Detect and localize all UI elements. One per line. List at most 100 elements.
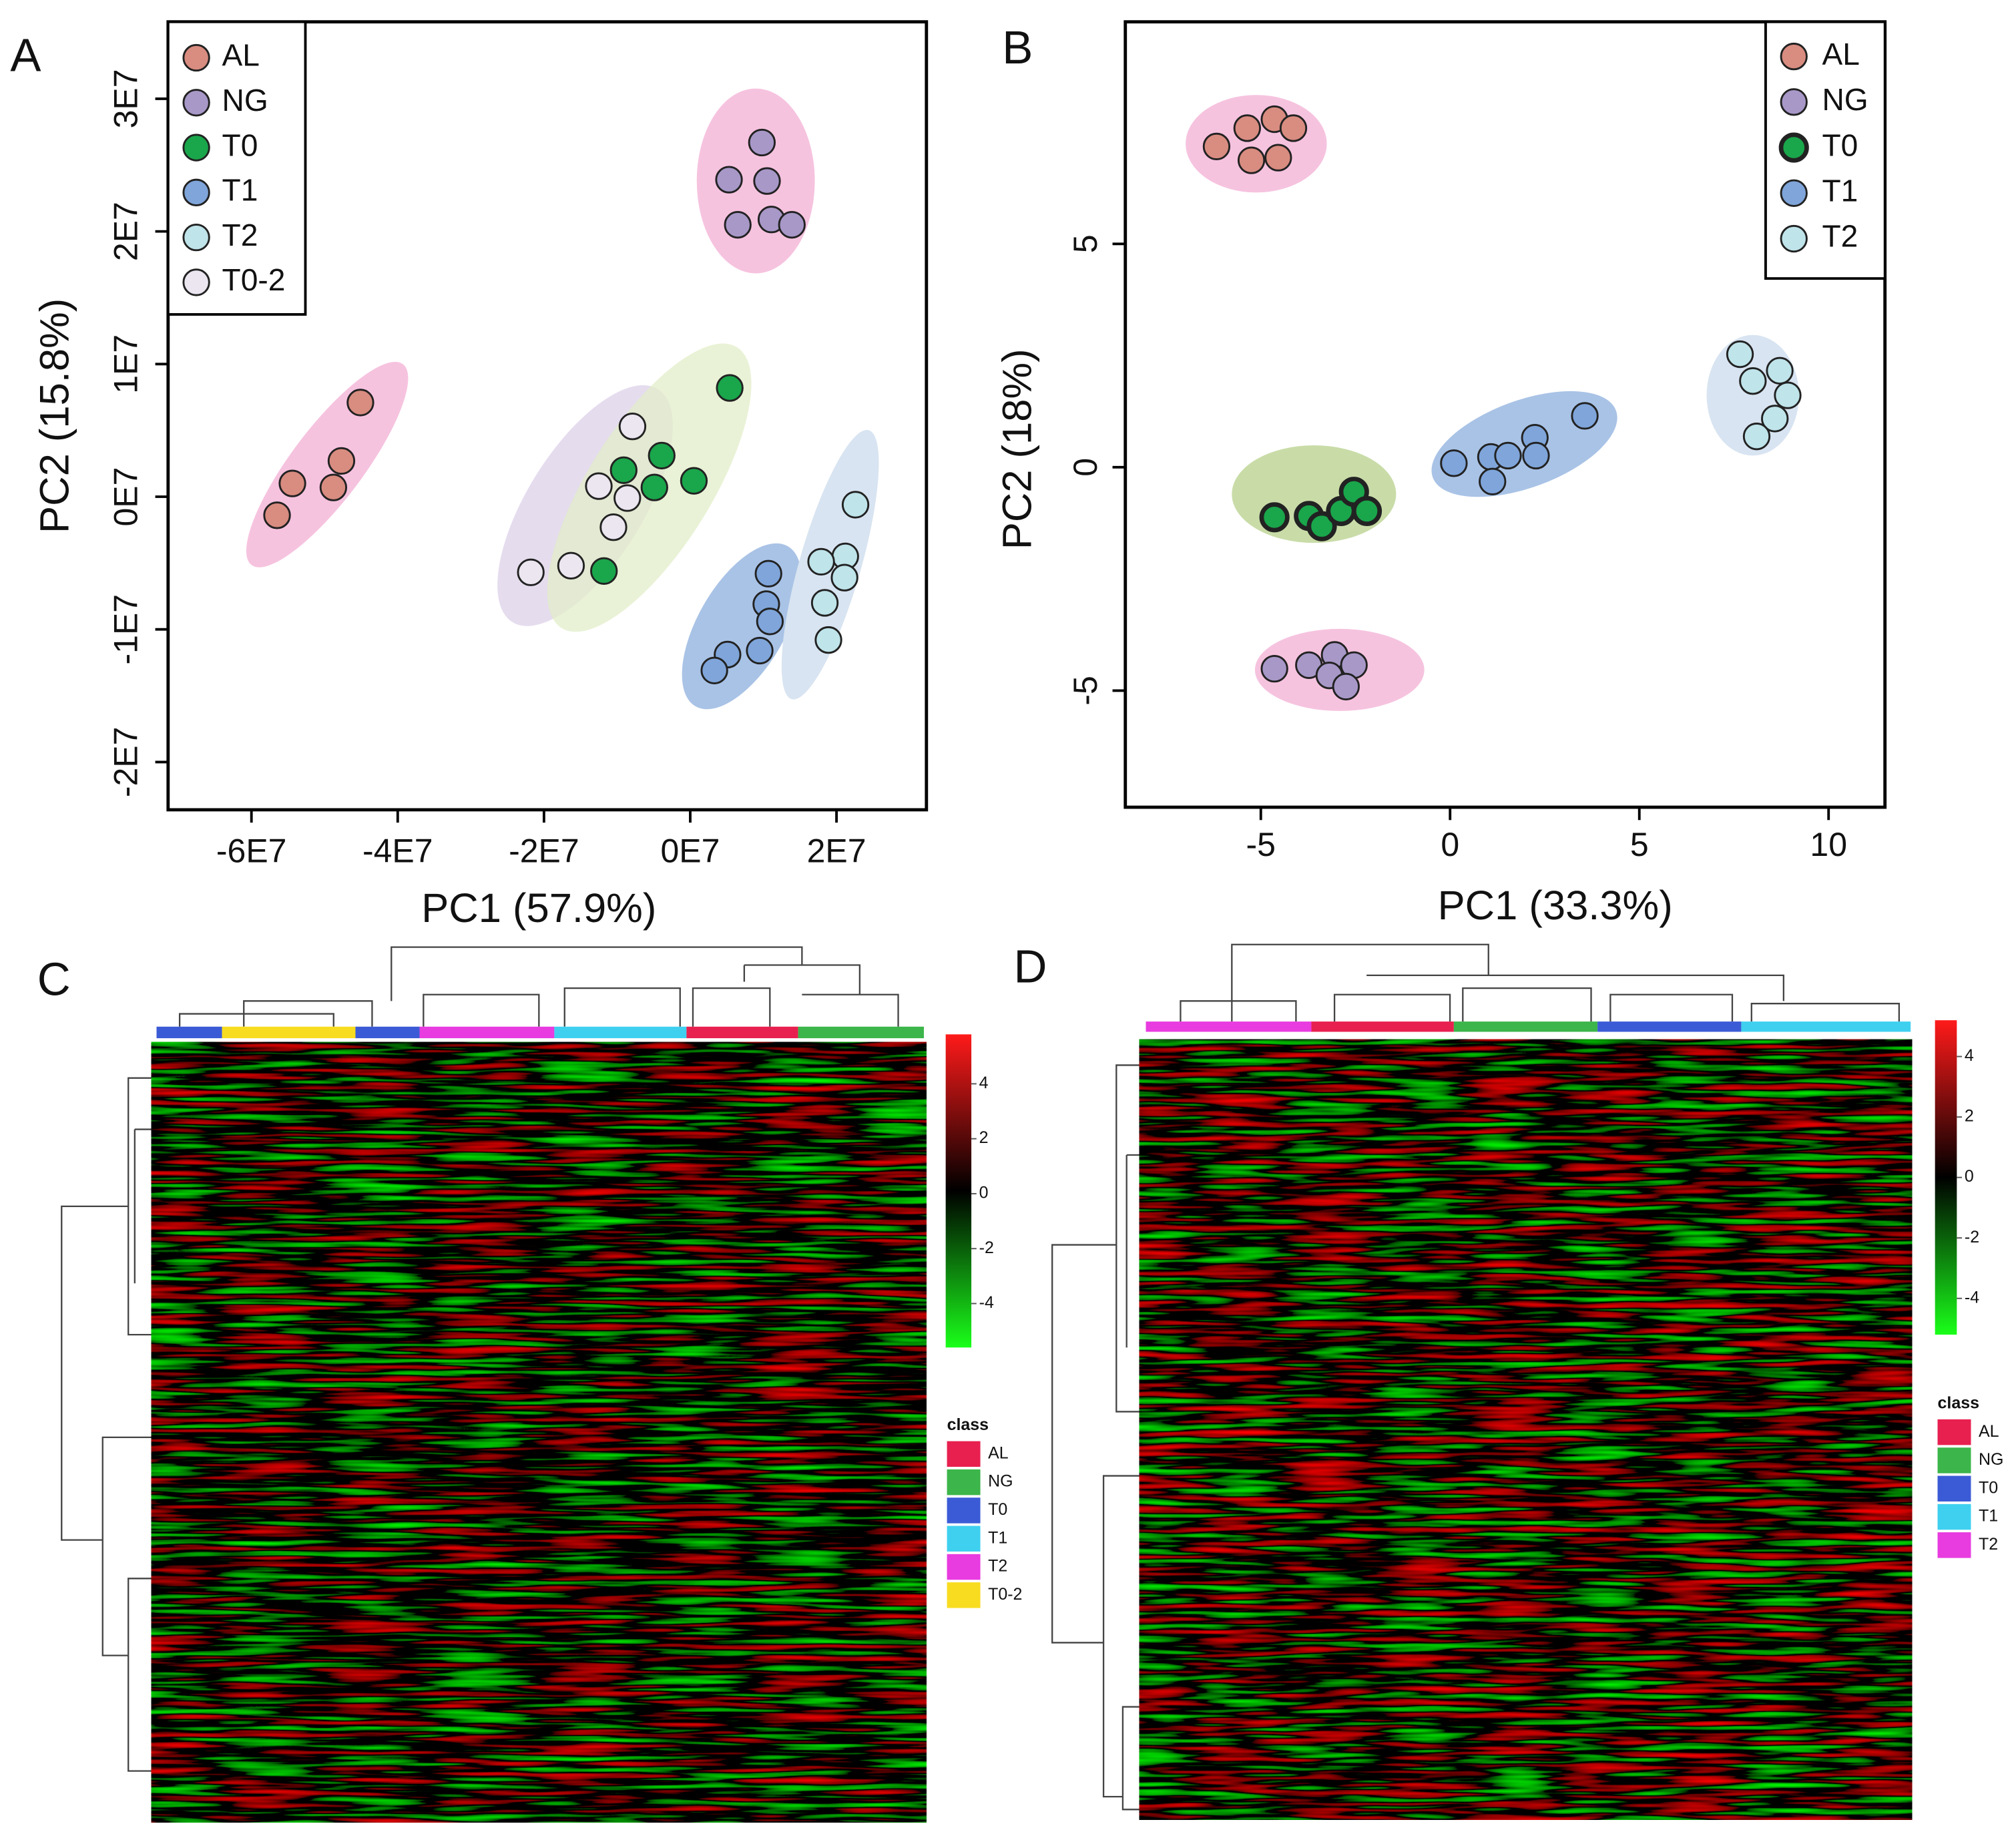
- class-bar-segment: [419, 1026, 555, 1039]
- class-bar-segment: [222, 1026, 356, 1039]
- point: [746, 636, 774, 665]
- y-tick-label: -2E7: [107, 727, 144, 798]
- legend-title: class: [1938, 1393, 1979, 1412]
- point: [1260, 654, 1288, 683]
- colorbar-tick-label: -4: [1965, 1288, 1979, 1307]
- class-bar-segment: [1597, 1021, 1742, 1032]
- panel-letter: C: [37, 953, 71, 1005]
- legend-marker: [1780, 42, 1808, 71]
- legend-label: T1: [1979, 1507, 1998, 1526]
- legend-label: T2: [222, 218, 258, 252]
- point: [807, 547, 835, 576]
- colorbar-tick-label: 2: [979, 1128, 989, 1147]
- legend-swatch: [947, 1497, 981, 1524]
- point: [753, 167, 781, 195]
- point: [724, 211, 752, 239]
- y-axis-label: PC2 (18%): [994, 349, 1040, 549]
- point: [756, 608, 784, 636]
- y-tick-label: 3E7: [107, 69, 144, 128]
- class-bar-segment: [156, 1026, 222, 1039]
- point: [1571, 402, 1599, 430]
- point: [1761, 405, 1789, 433]
- legend-swatch: [947, 1554, 981, 1580]
- legend-marker: [182, 43, 210, 72]
- legend-marker: [182, 223, 210, 252]
- dendrogram-left-d: [1051, 1064, 1140, 1811]
- plot-frame: [166, 20, 929, 812]
- legend-label: AL: [1822, 37, 1860, 71]
- legend-label: T0: [988, 1500, 1007, 1519]
- point: [1766, 357, 1794, 385]
- point: [609, 456, 638, 484]
- heatmap-texture: [151, 1042, 927, 1823]
- point: [557, 551, 585, 580]
- legend-marker: [1780, 179, 1808, 207]
- point: [716, 374, 744, 402]
- legend-marker: [182, 89, 210, 117]
- legend-swatch: [1937, 1532, 1971, 1558]
- legend-label: T0: [222, 128, 258, 162]
- legend-marker: [1780, 224, 1808, 253]
- dendrogram-left-c: [61, 1077, 152, 1772]
- panel-letter: D: [1014, 940, 1047, 992]
- point: [1259, 502, 1290, 533]
- y-tick-label: 1E7: [107, 334, 144, 394]
- point: [327, 447, 356, 475]
- legend-label: NG: [1979, 1450, 2003, 1469]
- point: [618, 413, 647, 441]
- point: [748, 128, 776, 157]
- legend-label: T0-2: [988, 1585, 1022, 1604]
- colorbar: [1935, 1020, 1957, 1335]
- point: [810, 589, 839, 617]
- x-axis-label: PC1 (33.3%): [1438, 883, 1673, 929]
- colorbar-tick-label: 4: [979, 1074, 989, 1092]
- y-tick-label: -1E7: [107, 594, 144, 665]
- x-tick-label: 0E7: [661, 832, 720, 869]
- class-bar-segment: [1146, 1021, 1312, 1032]
- point: [830, 563, 858, 592]
- y-tick-label: 2E7: [107, 202, 144, 261]
- legend-marker: [182, 268, 210, 296]
- legend-swatch: [947, 1441, 981, 1467]
- point: [841, 491, 870, 519]
- colorbar-tick-label: -2: [979, 1238, 994, 1257]
- dendrogram-top-c: [178, 946, 899, 1027]
- legend-swatch: [947, 1526, 981, 1552]
- dendrograms: [61, 943, 1901, 1811]
- x-tick-label: 2E7: [807, 832, 866, 869]
- colorbar-tick-label: 4: [1965, 1046, 1974, 1065]
- x-tick-label: 5: [1630, 826, 1649, 863]
- point: [1279, 114, 1308, 142]
- x-tick-label: -2E7: [509, 832, 579, 869]
- legend-label: AL: [222, 38, 260, 73]
- y-tick-label: 0E7: [107, 467, 144, 527]
- class-bar-segment: [798, 1026, 924, 1039]
- legend-marker: [1778, 132, 1809, 163]
- point: [1332, 672, 1360, 701]
- point: [814, 626, 842, 654]
- legend-marker: [1780, 88, 1808, 116]
- point: [680, 467, 708, 495]
- point: [1306, 511, 1337, 541]
- y-tick-label: 5: [1067, 234, 1104, 253]
- legend-label: T2: [1979, 1535, 1998, 1554]
- legend-swatch: [947, 1582, 981, 1608]
- legend-label: T2: [988, 1557, 1007, 1576]
- legend-swatch: [947, 1469, 981, 1495]
- point: [517, 558, 545, 586]
- class-bar-segment: [554, 1026, 687, 1039]
- colorbar-tick-label: -2: [1965, 1228, 1979, 1246]
- legend-label: AL: [1979, 1422, 1999, 1441]
- point: [599, 513, 627, 541]
- x-tick-label: -5: [1246, 826, 1276, 863]
- class-bar-segment: [1453, 1021, 1598, 1032]
- legend-label: T0-2: [222, 262, 286, 297]
- legend-marker: [182, 178, 210, 207]
- point: [778, 211, 806, 239]
- point: [278, 469, 306, 497]
- class-bar-segment: [686, 1026, 798, 1039]
- y-tick-label: 0: [1067, 458, 1104, 477]
- y-axis-label: PC2 (15.8%): [32, 298, 78, 533]
- y-tick-label: -5: [1067, 676, 1104, 705]
